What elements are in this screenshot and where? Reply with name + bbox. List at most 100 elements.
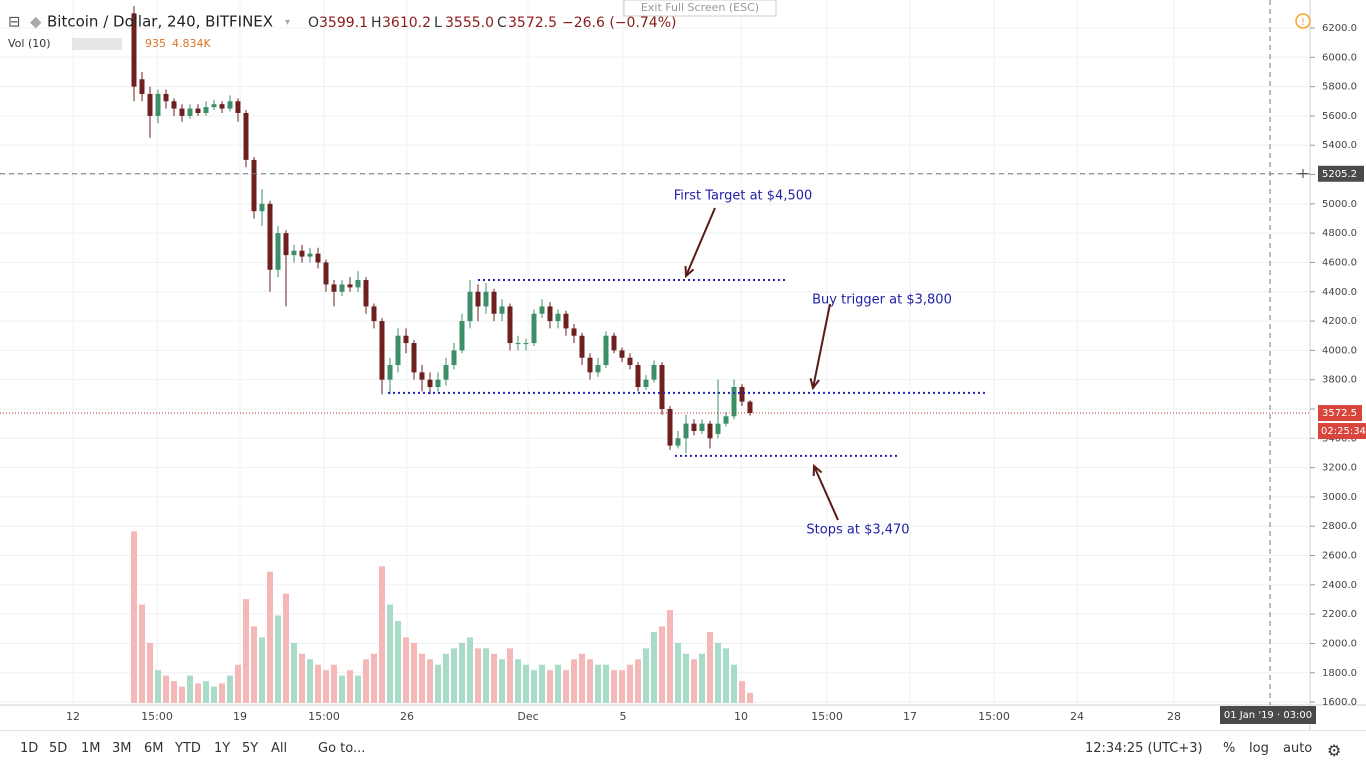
symbol[interactable]: Bitcoin / Dollar, 240, BITFINEX — [47, 13, 273, 31]
range-button[interactable]: 5D — [49, 741, 68, 756]
x-tick-label: Dec — [517, 710, 538, 723]
volume-bar — [203, 681, 209, 703]
volume-bar — [563, 670, 569, 703]
candle-body — [171, 101, 177, 109]
collapse-icon[interactable]: ⊟ — [8, 13, 21, 31]
volume-bar — [171, 681, 177, 703]
candle-body — [131, 13, 137, 87]
candle-body — [323, 262, 329, 285]
volume-bar — [387, 604, 393, 703]
arrow — [812, 303, 831, 389]
candle-body — [363, 280, 369, 307]
bottom-toolbar: 1D 5D 1M 3M 6M YTD 1Y 5Y All Go to... 12:34:25 (… — [0, 730, 1366, 769]
percent[interactable]: % — [1223, 741, 1236, 756]
volume-bar — [259, 637, 265, 703]
goto[interactable]: Go to... — [318, 741, 366, 756]
candle-body — [475, 291, 481, 307]
volume-bar — [227, 675, 233, 703]
candle-body — [491, 291, 497, 314]
candle-body — [339, 284, 345, 292]
candle-body — [515, 343, 521, 345]
x-tick-label: 17 — [903, 710, 917, 723]
range-button[interactable]: 1Y — [214, 741, 231, 756]
range-button[interactable]: 6M — [144, 741, 164, 756]
settings[interactable]: ⚙ — [1327, 741, 1342, 760]
candle-body — [387, 365, 393, 380]
y-tick-label: 4000.0 — [1322, 345, 1357, 356]
volume-bar — [587, 659, 593, 703]
crosshair-time-label: 01 Jan '19 · 03:00 — [1224, 710, 1312, 721]
candle-body — [451, 350, 457, 366]
candle-body — [747, 401, 753, 414]
volume-bar — [499, 659, 505, 703]
candle-body — [571, 328, 577, 336]
y-tick-label: 5800.0 — [1322, 82, 1357, 93]
y-tick-label: 6000.0 — [1322, 52, 1357, 63]
y-tick-label: 2400.0 — [1322, 580, 1357, 591]
volume-bar — [667, 610, 673, 703]
crosshair-price-label: 5205.2 — [1322, 169, 1357, 180]
arrow — [685, 207, 716, 277]
range-button[interactable]: 3M — [112, 741, 132, 756]
candle-body — [155, 93, 161, 116]
arrow-head — [809, 378, 820, 391]
candle-body — [539, 306, 545, 314]
x-tick-label: 15:00 — [978, 710, 1010, 723]
volume-bar — [627, 664, 633, 703]
volume-bar — [531, 670, 537, 703]
auto[interactable]: auto — [1283, 741, 1313, 756]
candle-body — [219, 104, 225, 109]
range-button[interactable]: 5Y — [242, 741, 259, 756]
volume-bar — [579, 653, 585, 703]
candle-body — [211, 104, 217, 108]
ohlc-key: L — [434, 15, 442, 31]
exit-fullscreen-label[interactable]: Exit Full Screen (ESC) — [641, 1, 759, 14]
volume-bar — [243, 599, 249, 703]
volume-bar — [643, 648, 649, 703]
x-tick-label: 26 — [400, 710, 414, 723]
volume-bar — [339, 675, 345, 703]
volume-bar — [651, 631, 657, 703]
crosshair-price-box — [1318, 165, 1364, 182]
change: −26.6 (−0.74%) — [562, 15, 676, 31]
candle-body — [579, 335, 585, 358]
volume-bar — [739, 681, 745, 703]
log[interactable]: log — [1249, 741, 1269, 756]
dropdown[interactable]: ▾ — [285, 17, 290, 28]
volume-bar — [131, 531, 137, 703]
candle-body — [651, 365, 657, 380]
candle-body — [683, 423, 689, 439]
ohlc-value: 3555.0 — [445, 15, 494, 31]
alert-icon[interactable] — [1295, 13, 1311, 29]
candle-body — [163, 93, 169, 102]
candle-body — [523, 343, 529, 345]
y-tick-label: 6200.0 — [1322, 23, 1357, 34]
volume-bar — [691, 659, 697, 703]
x-tick-label: 24 — [1070, 710, 1084, 723]
indicator-buttons[interactable] — [72, 38, 122, 50]
y-tick-label: 4600.0 — [1322, 257, 1357, 268]
symbol-icon: ◆ — [30, 13, 42, 31]
volume-bar — [251, 626, 257, 703]
candle-body — [723, 416, 729, 424]
range-button[interactable]: 1D — [20, 741, 39, 756]
volume-bar — [443, 653, 449, 703]
range-button[interactable]: YTD — [175, 741, 201, 756]
alert-mark: ! — [1301, 17, 1305, 28]
candle-body — [315, 253, 321, 263]
volume-bar — [603, 664, 609, 703]
ohlc-value: 3599.1 — [319, 15, 368, 31]
volume-bar — [723, 648, 729, 703]
candle-body — [507, 306, 513, 344]
last-price-box — [1318, 405, 1362, 422]
volume-bar — [139, 604, 145, 703]
exit-fullscreen-button[interactable] — [623, 0, 777, 17]
range-button[interactable]: 1M — [81, 741, 101, 756]
chart: 6200.06000.05800.05600.05400.05200.05000… — [0, 0, 1366, 730]
range-button[interactable]: All — [271, 741, 288, 756]
annotation-text: Buy trigger at $3,800 — [812, 293, 952, 308]
candle-body — [659, 365, 665, 409]
volume-ma: 4.834K — [172, 37, 211, 50]
candle-body — [403, 335, 409, 344]
ohlc-value: 3572.5 — [508, 15, 557, 31]
